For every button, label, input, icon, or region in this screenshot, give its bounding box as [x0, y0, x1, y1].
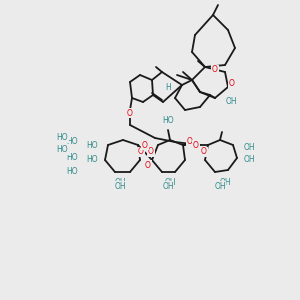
- Text: O: O: [148, 148, 154, 157]
- Text: HO: HO: [86, 140, 98, 149]
- Text: O: O: [142, 140, 148, 149]
- Text: OH: OH: [244, 155, 256, 164]
- Text: HO: HO: [66, 154, 78, 163]
- Text: HO: HO: [66, 167, 78, 176]
- Text: OH: OH: [226, 98, 238, 106]
- Text: OH: OH: [214, 182, 226, 191]
- Text: OH: OH: [162, 182, 174, 191]
- Text: HO: HO: [56, 146, 68, 154]
- Text: HO: HO: [66, 137, 78, 146]
- Text: O: O: [138, 148, 144, 157]
- Text: O: O: [193, 140, 199, 149]
- Text: O: O: [187, 137, 193, 146]
- Text: O: O: [145, 160, 151, 169]
- Text: O: O: [212, 65, 218, 74]
- Text: HO: HO: [86, 155, 98, 164]
- Text: HO: HO: [56, 134, 68, 142]
- Text: OH: OH: [114, 178, 126, 187]
- Text: HO: HO: [162, 116, 174, 125]
- Text: OH: OH: [244, 142, 256, 152]
- Text: OH: OH: [164, 178, 176, 187]
- Text: O: O: [127, 109, 133, 118]
- Text: OH: OH: [114, 182, 126, 191]
- Text: O: O: [229, 80, 235, 88]
- Text: H: H: [165, 82, 171, 91]
- Text: O: O: [201, 148, 207, 157]
- Text: OH: OH: [219, 178, 231, 187]
